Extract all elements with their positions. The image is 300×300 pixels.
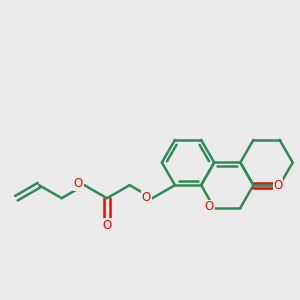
- Text: O: O: [205, 200, 214, 213]
- Text: O: O: [142, 190, 151, 203]
- Text: O: O: [273, 178, 282, 192]
- Text: O: O: [102, 219, 112, 232]
- Text: O: O: [74, 177, 83, 190]
